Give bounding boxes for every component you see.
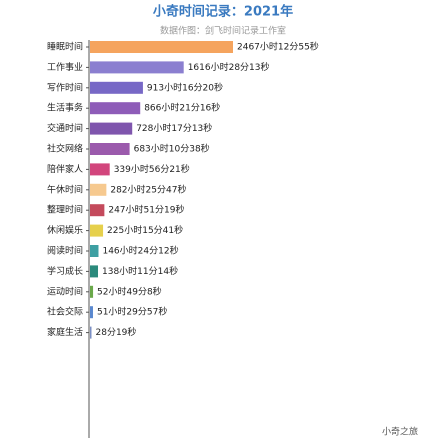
value-label: 1616小时28分13秒 bbox=[188, 61, 270, 73]
y-tick-label: 社交网络 bbox=[47, 143, 83, 155]
y-tick-label: 陪伴家人 bbox=[47, 163, 83, 175]
bar bbox=[90, 61, 184, 74]
bar bbox=[90, 122, 133, 135]
value-label: 866小时21分16秒 bbox=[144, 102, 220, 114]
y-tick-label: 阅读时间 bbox=[47, 245, 83, 257]
y-tick-label: 家庭生活 bbox=[47, 326, 83, 338]
value-label: 728小时17分13秒 bbox=[136, 122, 212, 134]
value-label: 225小时15分41秒 bbox=[107, 224, 183, 236]
bar bbox=[90, 326, 92, 339]
value-label: 28分19秒 bbox=[96, 326, 137, 338]
bar bbox=[90, 41, 233, 53]
chart-subtitle: 数据作图：剑飞时间记录工作室 bbox=[160, 25, 286, 37]
bar bbox=[90, 224, 104, 237]
value-label: 51小时29分57秒 bbox=[97, 306, 167, 318]
y-tick-label: 工作事业 bbox=[47, 61, 83, 73]
value-label: 146小时24分12秒 bbox=[102, 245, 178, 257]
value-label: 247小时51分19秒 bbox=[108, 204, 184, 216]
value-label: 138小时11分14秒 bbox=[102, 265, 178, 277]
y-tick-label: 学习成长 bbox=[47, 265, 83, 277]
bar bbox=[90, 102, 141, 115]
bar bbox=[90, 285, 94, 298]
bar bbox=[90, 245, 99, 257]
y-tick-label: 生活事务 bbox=[47, 102, 83, 114]
value-label: 2467小时12分55秒 bbox=[237, 41, 319, 53]
y-tick-label: 写作时间 bbox=[47, 81, 83, 93]
value-label: 339小时56分21秒 bbox=[114, 163, 190, 175]
y-tick-label: 运动时间 bbox=[47, 285, 83, 297]
value-label: 683小时10分38秒 bbox=[134, 143, 210, 155]
bar bbox=[90, 306, 93, 319]
chart-title: 小奇时间记录：2021年 bbox=[153, 4, 293, 20]
bar bbox=[90, 265, 99, 278]
bar bbox=[90, 163, 110, 176]
bar bbox=[90, 204, 105, 217]
y-tick-label: 睡眠时间 bbox=[47, 41, 83, 53]
y-tick-label: 休闲娱乐 bbox=[47, 224, 83, 236]
bar bbox=[90, 183, 107, 196]
value-label: 52小时49分8秒 bbox=[97, 285, 162, 297]
value-label: 282小时25分47秒 bbox=[110, 183, 186, 195]
bar bbox=[90, 143, 130, 155]
watermark: 小奇之旅 bbox=[382, 426, 418, 438]
value-label: 913小时16分20秒 bbox=[147, 81, 223, 93]
bar bbox=[90, 81, 143, 94]
y-tick-label: 交通时间 bbox=[47, 122, 83, 134]
y-tick-label: 社会交际 bbox=[47, 306, 83, 318]
y-tick-label: 午休时间 bbox=[47, 183, 83, 195]
y-tick-label: 整理时间 bbox=[47, 204, 83, 216]
